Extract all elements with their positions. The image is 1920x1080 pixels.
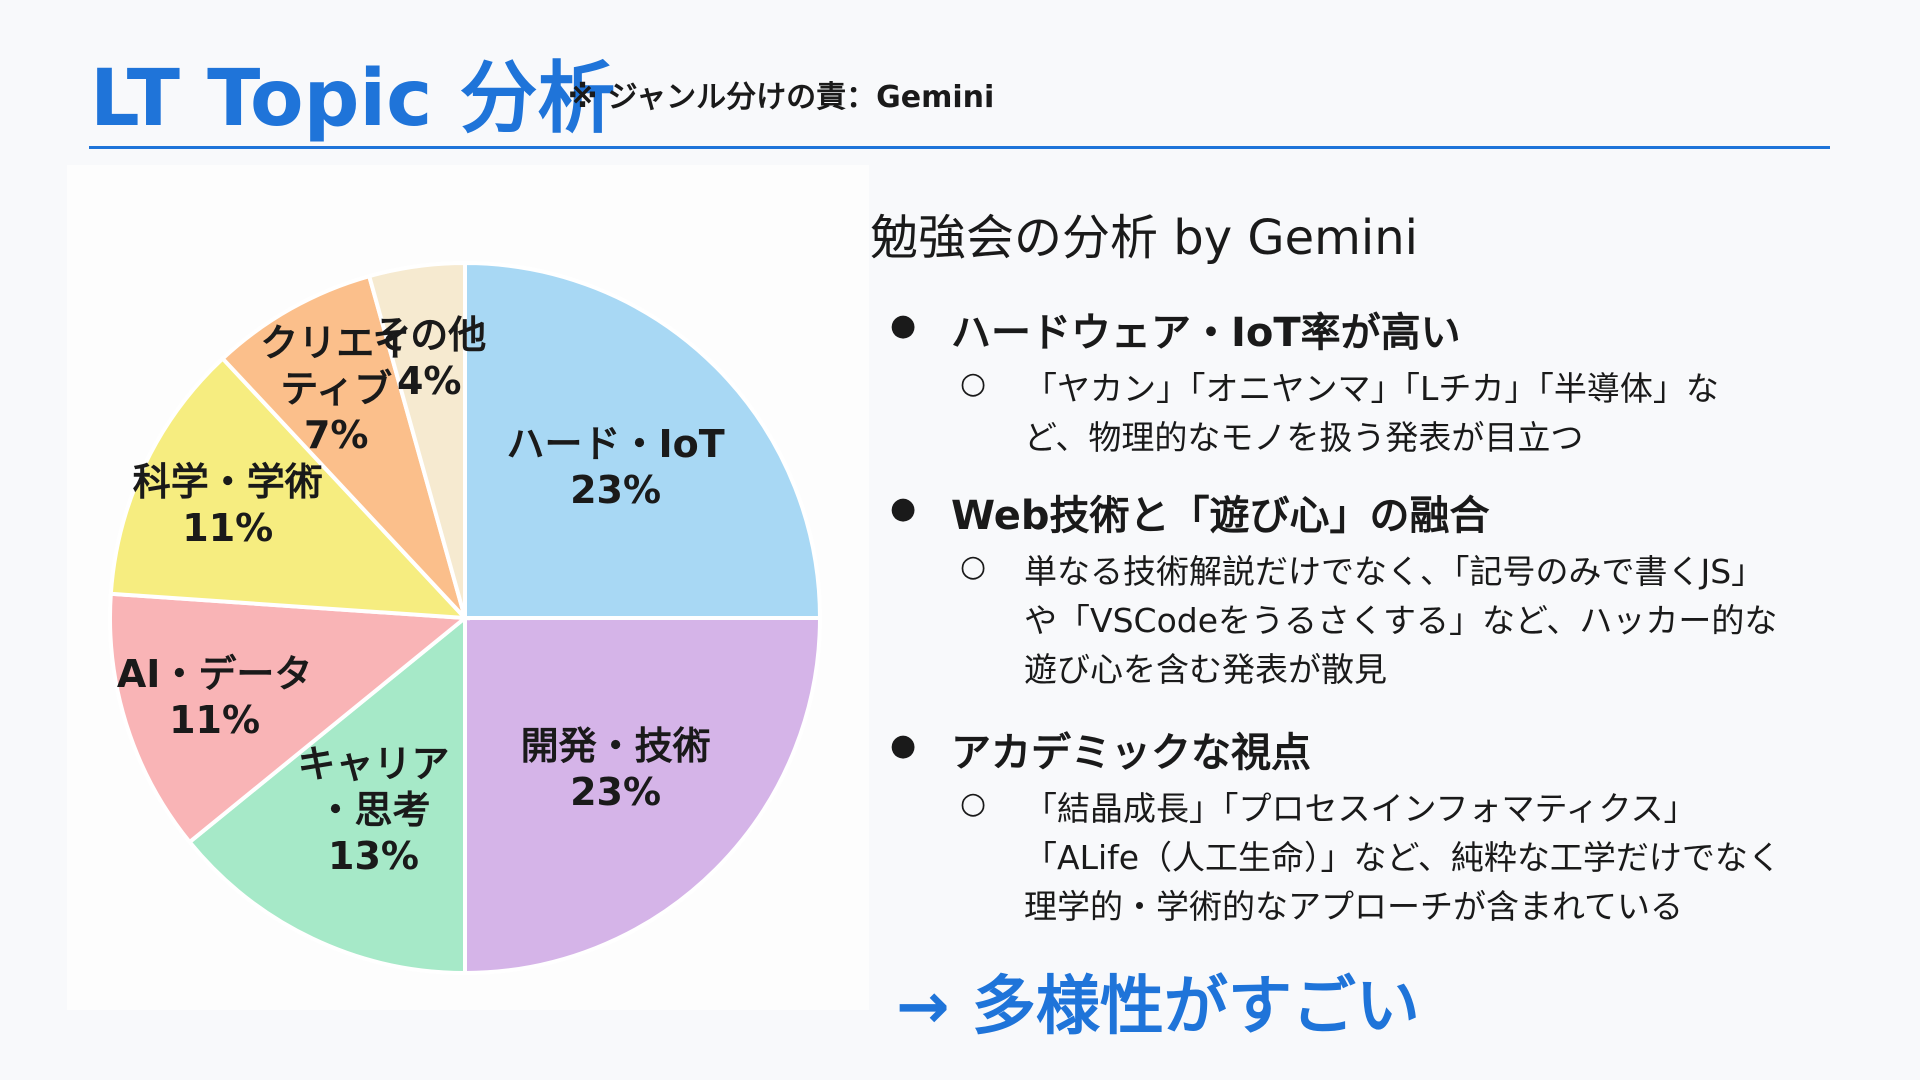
sub-bullet-dot: ○	[960, 549, 987, 584]
slice-label: 科学・学術 11%	[133, 459, 323, 551]
slice-value: 11%	[169, 698, 261, 743]
slice-value: 11%	[182, 506, 274, 551]
slice-category: ハード・IoT	[506, 422, 725, 467]
pie-slice	[108, 591, 471, 845]
divider	[89, 146, 1830, 149]
pie-slice	[219, 273, 467, 620]
slice-value: 4%	[396, 358, 462, 403]
bullet-text: 「結晶成長」「プロセスインフォマティクス」	[1024, 789, 1697, 828]
slice-label: 開発・技術 23%	[521, 723, 711, 815]
slice-value: 23%	[570, 769, 662, 814]
bullet-dot: ●	[890, 491, 917, 526]
analysis-title: 勉強会の分析 by Gemini	[870, 210, 1418, 266]
note: ※ ジャンル分けの責：Gemini	[568, 80, 995, 115]
slice-label: その他 4%	[372, 312, 486, 404]
bullet-text: ど、物理的なモノを扱う発表が目立つ	[1024, 418, 1584, 457]
bullet-text: 「ヤカン」「オニヤンマ」「Lチカ」「半導体」な	[1024, 369, 1719, 408]
slice-category: クリエイ ティブ	[260, 321, 413, 411]
pie-slice	[463, 616, 823, 976]
title: LT Topic 分析	[90, 54, 616, 144]
bullet-text: 遊び心を含む発表が散見	[1024, 650, 1387, 689]
bullet-dot: ●	[890, 728, 917, 763]
slice-value: 7%	[303, 413, 369, 457]
pie-slice	[366, 260, 467, 619]
slice-category: キャリア ・思考	[297, 742, 450, 833]
slice-label: クリエイ ティブ 7%	[260, 320, 412, 458]
bullet-text: 「ALife（人工生命）」など、純粋な工学だけでなく	[1024, 838, 1781, 877]
slice-label: キャリア ・思考 13%	[298, 741, 450, 879]
sub-bullet-dot: ○	[960, 786, 987, 821]
slice-category: その他	[372, 312, 487, 357]
slice-value: 13%	[328, 834, 419, 879]
pie-slice	[108, 355, 470, 621]
pie-slice	[186, 613, 467, 976]
pie-slice	[463, 260, 823, 620]
bullet-heading: アカデミックな視点	[951, 730, 1311, 776]
slice-label: AI・データ 11%	[117, 651, 313, 743]
bullet-dot: ●	[890, 308, 917, 343]
bullet-text: 理学的・学術的なアプローチが含まれている	[1024, 887, 1684, 926]
slice-label: ハード・IoT 23%	[507, 421, 725, 513]
conclusion: → 多様性がすごい	[896, 970, 1420, 1044]
slice-category: 開発・技術	[520, 723, 711, 768]
sub-bullet-dot: ○	[960, 366, 987, 401]
slice-category: AI・データ	[116, 652, 313, 697]
bullet-heading: Web技術と「遊び心」の融合	[951, 493, 1490, 539]
slice-value: 23%	[570, 468, 662, 513]
slice-category: 科学・学術	[132, 460, 323, 505]
bullet-text: や「VSCodeをうるさくする」など、ハッカー的な	[1024, 601, 1778, 640]
bullet-text: 単なる技術解説だけでなく、「記号のみで書くJS」	[1024, 552, 1765, 591]
bullet-heading: ハードウェア・IoT率が高い	[951, 310, 1461, 356]
